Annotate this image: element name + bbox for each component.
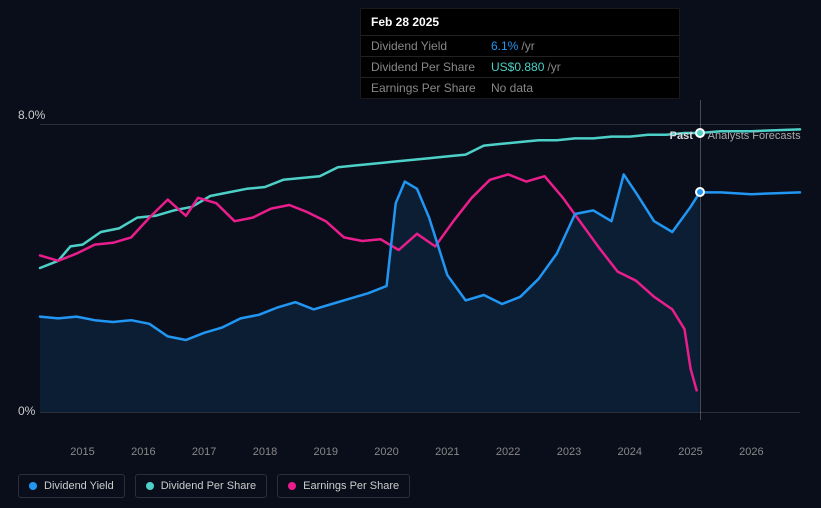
legend-item-earnings-per-share[interactable]: Earnings Per Share (277, 474, 410, 498)
hover-marker-dividend-per-share (695, 128, 705, 138)
legend-dot (146, 482, 154, 490)
legend-label: Earnings Per Share (303, 480, 399, 492)
hover-marker-dividend-yield (695, 187, 705, 197)
x-tick: 2023 (557, 446, 581, 458)
tooltip-row: Earnings Per ShareNo data (361, 77, 679, 98)
forecast-label: Analysts Forecasts (708, 130, 801, 142)
past-label: Past (670, 130, 693, 142)
chart-legend: Dividend Yield Dividend Per Share Earnin… (18, 474, 410, 498)
tooltip-row-label: Dividend Yield (371, 39, 491, 53)
legend-dot (288, 482, 296, 490)
legend-item-dividend-per-share[interactable]: Dividend Per Share (135, 474, 267, 498)
chart-plot[interactable] (40, 100, 800, 420)
x-tick: 2015 (70, 446, 94, 458)
tooltip-row: Dividend Per ShareUS$0.880/yr (361, 56, 679, 77)
legend-label: Dividend Yield (44, 480, 114, 492)
tooltip-row-label: Dividend Per Share (371, 60, 491, 74)
x-tick: 2019 (314, 446, 338, 458)
x-tick: 2020 (374, 446, 398, 458)
x-tick: 2021 (435, 446, 459, 458)
x-tick: 2016 (131, 446, 155, 458)
tooltip-date: Feb 28 2025 (361, 9, 679, 35)
tooltip-row-label: Earnings Per Share (371, 81, 491, 95)
tooltip-row-value: US$0.880/yr (491, 60, 561, 74)
tooltip-row-value: No data (491, 81, 533, 95)
legend-label: Dividend Per Share (161, 480, 256, 492)
x-tick: 2026 (739, 446, 763, 458)
y-tick-min: 0% (18, 404, 35, 418)
x-tick: 2024 (618, 446, 642, 458)
legend-item-dividend-yield[interactable]: Dividend Yield (18, 474, 125, 498)
chart-tooltip: Feb 28 2025 Dividend Yield6.1%/yrDividen… (360, 8, 680, 99)
x-tick: 2025 (678, 446, 702, 458)
tooltip-row-value: 6.1%/yr (491, 39, 535, 53)
x-tick: 2017 (192, 446, 216, 458)
forecast-divider (700, 100, 701, 420)
x-tick: 2018 (253, 446, 277, 458)
legend-dot (29, 482, 37, 490)
tooltip-row: Dividend Yield6.1%/yr (361, 35, 679, 56)
x-tick: 2022 (496, 446, 520, 458)
